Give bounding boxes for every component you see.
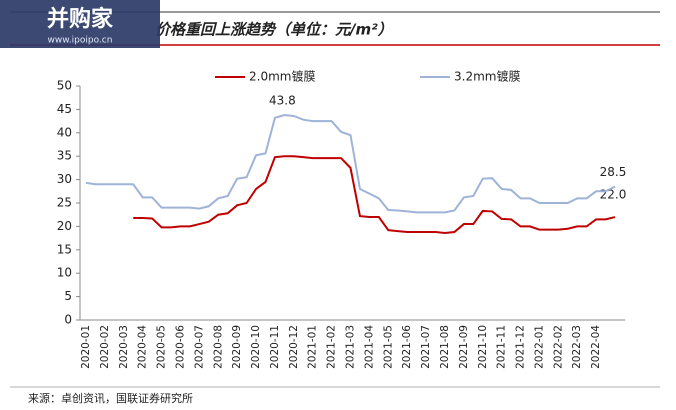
x-tick-label: 2020-10 [250,325,262,369]
x-tick-label: 2022-02 [552,325,564,369]
x-tick-label: 2021-01 [307,325,319,369]
x-tick-label: 2020-09 [231,325,243,369]
x-tick-label: 2020-03 [118,325,130,369]
x-tick-label: 2021-12 [515,325,527,369]
data-label: 28.5 [600,165,627,179]
y-tick-label: 40 [57,125,72,139]
series-line [85,114,616,214]
watermark-brand: 并购家 [47,6,114,32]
x-tick-label: 2021-04 [363,325,375,369]
x-tick-label: 2020-06 [174,325,186,369]
legend-label: 2.0mm镀膜 [249,70,315,84]
x-tick-label: 2021-05 [382,325,394,369]
y-tick-label: 45 [57,102,72,116]
y-tick-label: 30 [57,172,72,186]
chart-title: 价格重回上涨趋势（单位：元/m²） [155,21,393,39]
y-tick-label: 5 [64,289,72,303]
x-tick-label: 2021-09 [458,325,470,369]
x-tick-label: 2021-03 [345,325,357,369]
x-tick-label: 2021-02 [326,325,338,369]
x-tick-label: 2020-02 [99,325,111,369]
x-tick-label: 2020-11 [269,325,281,369]
x-tick-label: 2021-11 [496,325,508,369]
x-tick-label: 2020-04 [137,325,149,369]
x-tick-label: 2021-07 [420,325,432,369]
source: 来源：卓创资讯，国联证券研究所 [28,391,193,405]
series-line [133,155,616,234]
x-tick-label: 2020-01 [80,325,92,369]
x-tick-label: 2022-01 [533,325,545,369]
y-tick-label: 0 [64,313,72,327]
x-tick-label: 2020-05 [156,325,168,369]
y-tick-label: 25 [57,196,72,210]
x-tick-label: 2021-06 [401,325,413,369]
y-tick-label: 10 [57,266,72,280]
x-tick-label: 2020-07 [193,325,205,369]
watermark-box [0,0,160,48]
y-tick-label: 20 [57,219,72,233]
x-tick-label: 2020-08 [212,325,224,369]
y-tick-label: 15 [57,242,72,256]
data-label: 22.0 [600,188,627,202]
data-label: 43.8 [269,94,296,108]
y-tick-label: 35 [57,149,72,163]
x-tick-label: 2021-10 [477,325,489,369]
y-tick-label: 50 [57,79,72,93]
x-tick-label: 2020-12 [288,325,300,369]
x-tick-label: 2022-03 [571,325,583,369]
x-tick-label: 2022-04 [590,325,602,369]
legend-label: 3.2mm镀膜 [454,70,520,84]
watermark-site: www.ipoipo.cn [48,36,113,46]
x-tick-label: 2021-08 [439,325,451,369]
